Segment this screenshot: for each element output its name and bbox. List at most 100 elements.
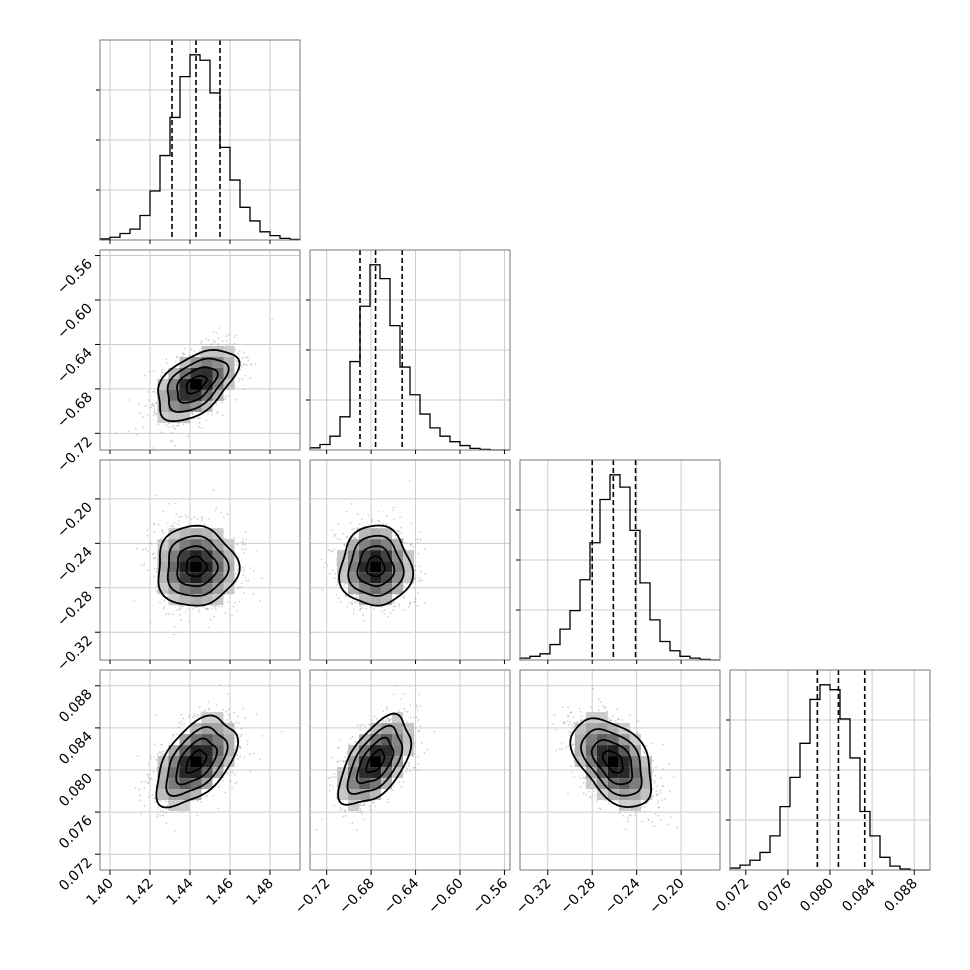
sample-point — [385, 706, 388, 709]
sample-point — [424, 573, 427, 575]
sample-point — [227, 714, 230, 716]
sample-point — [184, 514, 187, 517]
sample-point — [331, 785, 334, 787]
density-cell — [640, 756, 652, 768]
sample-point — [598, 709, 600, 712]
density-cell — [201, 778, 213, 790]
sample-point — [616, 708, 618, 711]
sample-point — [247, 579, 250, 582]
sample-point — [344, 595, 347, 597]
sample-point — [228, 717, 231, 720]
density-cell — [212, 550, 224, 562]
density-cell — [168, 550, 180, 562]
density-cell — [190, 539, 202, 551]
sample-point — [140, 812, 143, 815]
sample-point — [199, 353, 202, 356]
sample-point — [385, 523, 387, 526]
sample-point — [241, 540, 244, 543]
density-cell — [403, 572, 415, 584]
sample-point — [341, 761, 344, 763]
sample-point — [215, 506, 218, 509]
sample-point — [136, 754, 139, 757]
sample-point — [650, 821, 653, 823]
sample-point — [199, 714, 202, 717]
histogram-outline — [729, 684, 930, 871]
contour-level-4 — [338, 524, 415, 607]
density-cell — [370, 778, 382, 790]
sample-point — [211, 413, 214, 416]
sample-point — [235, 364, 238, 366]
sample-point — [629, 814, 632, 817]
sample-point — [552, 723, 554, 726]
sample-point — [215, 331, 218, 334]
density-cell — [629, 778, 641, 790]
sample-point — [215, 605, 218, 607]
sample-point — [233, 712, 236, 714]
sample-point — [592, 687, 594, 690]
density-cell — [607, 734, 619, 746]
sample-point — [374, 805, 377, 808]
sample-point — [382, 710, 385, 713]
sample-point — [402, 609, 405, 611]
sample-point — [149, 621, 152, 624]
sample-point — [245, 538, 248, 541]
density-cell — [157, 583, 169, 595]
sample-point — [570, 711, 572, 714]
contour-level-1 — [185, 555, 208, 578]
sample-point — [660, 777, 662, 779]
sample-point — [170, 431, 173, 434]
sample-point — [172, 526, 175, 528]
y-tick-label-2-0: −0.72 — [54, 434, 96, 476]
sample-point — [567, 793, 569, 795]
sample-point — [360, 810, 362, 812]
sample-point — [417, 592, 420, 594]
density-cell — [179, 583, 191, 595]
sample-point — [180, 721, 182, 723]
sample-point — [336, 537, 339, 540]
sample-point — [337, 746, 340, 749]
sample-point — [148, 777, 151, 780]
sample-point — [153, 743, 156, 745]
sample-point — [162, 510, 165, 513]
sample-point — [157, 806, 160, 809]
sample-point — [168, 503, 171, 505]
sample-point — [234, 572, 237, 575]
density-cell — [168, 594, 180, 606]
x-tick-label-3-2: −0.24 — [602, 875, 644, 917]
sample-point — [614, 720, 617, 722]
density-cell — [190, 583, 202, 595]
sample-point — [653, 779, 656, 782]
sample-point — [567, 745, 569, 747]
sample-point — [401, 532, 403, 534]
sample-point — [280, 730, 283, 733]
sample-point — [571, 771, 574, 774]
sample-point — [177, 523, 180, 526]
sample-point — [174, 830, 176, 832]
sample-point — [417, 552, 420, 555]
sample-point — [618, 812, 621, 814]
density-cell — [392, 756, 404, 768]
sample-point — [237, 722, 240, 724]
sample-point — [415, 716, 418, 719]
x-tick-label-2-1: −0.68 — [336, 876, 378, 918]
density-cell — [179, 411, 191, 423]
sample-point — [385, 515, 388, 518]
sample-point — [152, 447, 155, 449]
density-cell — [157, 378, 169, 390]
density-cell — [370, 528, 382, 540]
sample-point — [221, 401, 224, 404]
sample-point — [217, 344, 220, 346]
sample-point — [226, 772, 229, 775]
sample-point — [315, 828, 318, 831]
sample-point — [627, 820, 629, 823]
sample-point — [241, 543, 244, 546]
sample-point — [216, 411, 218, 413]
sample-point — [603, 707, 606, 710]
sample-point — [355, 596, 358, 599]
sample-point — [414, 752, 416, 755]
sample-point — [345, 814, 347, 817]
sample-point — [356, 601, 358, 603]
sample-point — [205, 419, 208, 422]
panel-frame — [519, 669, 721, 871]
density-cell — [392, 583, 404, 595]
